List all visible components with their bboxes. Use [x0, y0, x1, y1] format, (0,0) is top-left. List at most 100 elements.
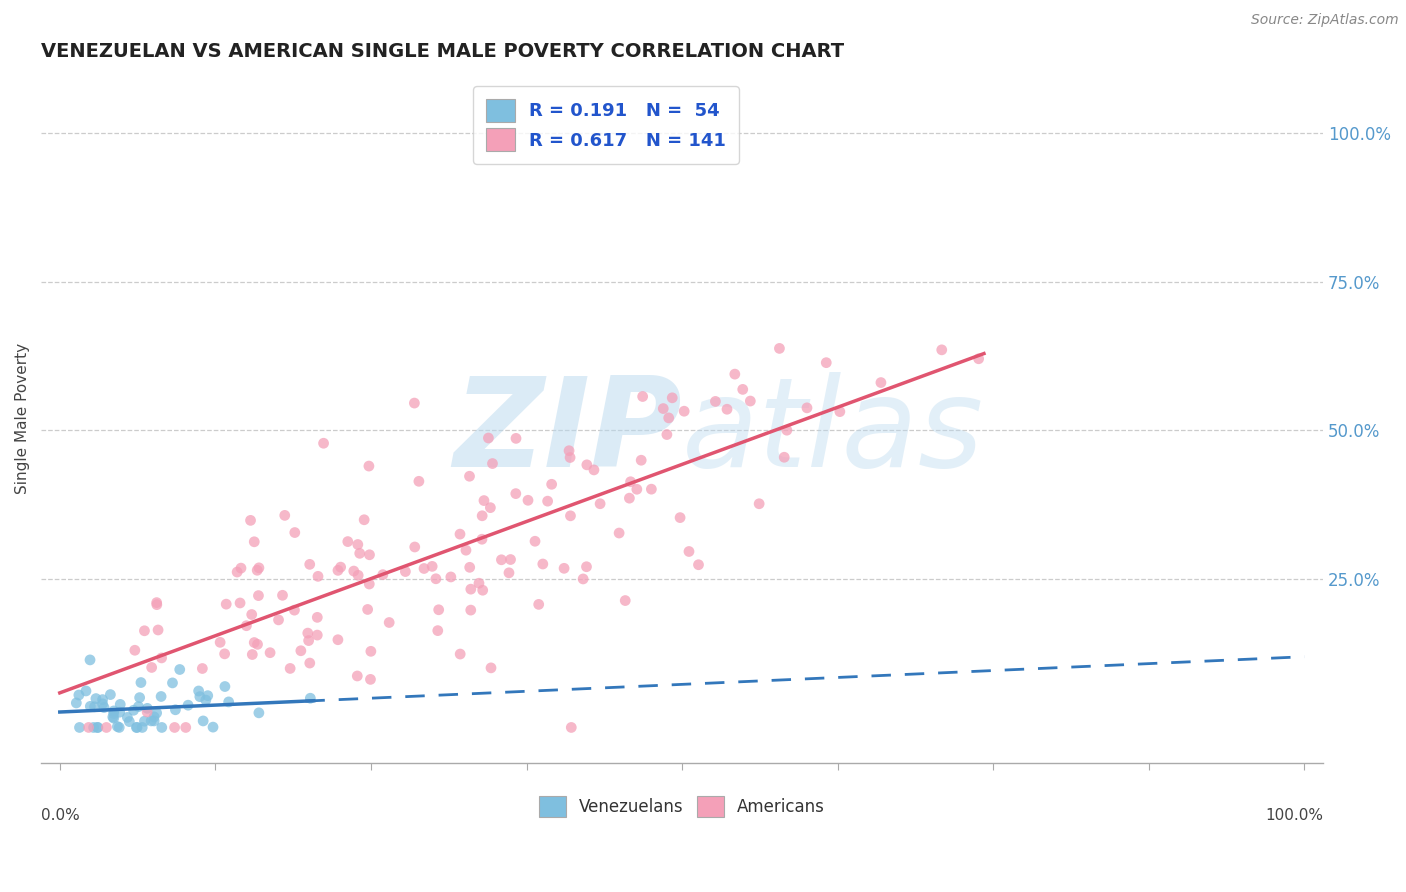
- Point: [128, 690, 150, 705]
- Point: [356, 602, 378, 616]
- Point: [359, 577, 381, 591]
- Point: [214, 647, 236, 661]
- Point: [491, 553, 513, 567]
- Point: [83, 721, 105, 735]
- Point: [84, 691, 107, 706]
- Point: [290, 644, 312, 658]
- Point: [298, 633, 321, 648]
- Point: [796, 401, 818, 415]
- Point: [118, 714, 141, 729]
- Point: [127, 699, 149, 714]
- Text: atlas: atlas: [682, 372, 984, 492]
- Point: [540, 477, 562, 491]
- Text: 0.0%: 0.0%: [41, 808, 80, 823]
- Point: [96, 721, 118, 735]
- Point: [619, 491, 641, 505]
- Point: [582, 463, 605, 477]
- Point: [229, 561, 252, 575]
- Point: [449, 527, 471, 541]
- Point: [143, 714, 166, 728]
- Point: [343, 564, 366, 578]
- Point: [125, 721, 148, 735]
- Point: [704, 394, 727, 409]
- Point: [134, 714, 156, 728]
- Point: [246, 637, 269, 651]
- Point: [79, 653, 101, 667]
- Point: [131, 721, 153, 735]
- Point: [460, 603, 482, 617]
- Point: [267, 613, 290, 627]
- Point: [607, 526, 630, 541]
- Point: [640, 482, 662, 496]
- Point: [124, 643, 146, 657]
- Point: [86, 721, 108, 735]
- Point: [129, 675, 152, 690]
- Point: [146, 598, 169, 612]
- Point: [716, 402, 738, 417]
- Point: [420, 559, 443, 574]
- Point: [107, 720, 129, 734]
- Point: [404, 396, 426, 410]
- Point: [247, 589, 270, 603]
- Point: [117, 710, 139, 724]
- Point: [360, 644, 382, 658]
- Point: [575, 559, 598, 574]
- Point: [108, 721, 131, 735]
- Point: [91, 697, 114, 711]
- Point: [141, 714, 163, 728]
- Point: [240, 607, 263, 622]
- Point: [472, 493, 495, 508]
- Point: [271, 588, 294, 602]
- Point: [197, 689, 219, 703]
- Point: [371, 567, 394, 582]
- Point: [246, 563, 269, 577]
- Point: [145, 596, 167, 610]
- Point: [188, 690, 211, 704]
- Point: [661, 391, 683, 405]
- Y-axis label: Single Male Poverty: Single Male Poverty: [15, 343, 30, 494]
- Point: [101, 710, 124, 724]
- Point: [307, 569, 329, 583]
- Point: [239, 513, 262, 527]
- Point: [108, 705, 131, 719]
- Point: [218, 695, 240, 709]
- Point: [678, 544, 700, 558]
- Point: [141, 660, 163, 674]
- Point: [229, 596, 252, 610]
- Text: VENEZUELAN VS AMERICAN SINGLE MALE POVERTY CORRELATION CHART: VENEZUELAN VS AMERICAN SINGLE MALE POVER…: [41, 42, 844, 61]
- Point: [460, 582, 482, 596]
- Point: [575, 458, 598, 472]
- Point: [297, 626, 319, 640]
- Point: [243, 534, 266, 549]
- Point: [458, 469, 481, 483]
- Point: [630, 453, 652, 467]
- Point: [278, 661, 301, 675]
- Point: [408, 475, 430, 489]
- Point: [589, 497, 612, 511]
- Point: [329, 560, 352, 574]
- Point: [150, 651, 173, 665]
- Point: [336, 534, 359, 549]
- Point: [669, 510, 692, 524]
- Point: [471, 508, 494, 523]
- Point: [427, 603, 450, 617]
- Point: [458, 560, 481, 574]
- Point: [773, 450, 796, 465]
- Point: [505, 431, 527, 445]
- Text: ZIP: ZIP: [453, 372, 682, 492]
- Point: [560, 508, 582, 523]
- Point: [394, 565, 416, 579]
- Point: [146, 623, 169, 637]
- Point: [558, 443, 581, 458]
- Point: [163, 721, 186, 735]
- Point: [259, 646, 281, 660]
- Point: [346, 537, 368, 551]
- Point: [688, 558, 710, 572]
- Point: [143, 710, 166, 724]
- Point: [346, 669, 368, 683]
- Point: [69, 721, 91, 735]
- Point: [536, 494, 558, 508]
- Point: [202, 720, 225, 734]
- Point: [517, 493, 540, 508]
- Point: [93, 700, 115, 714]
